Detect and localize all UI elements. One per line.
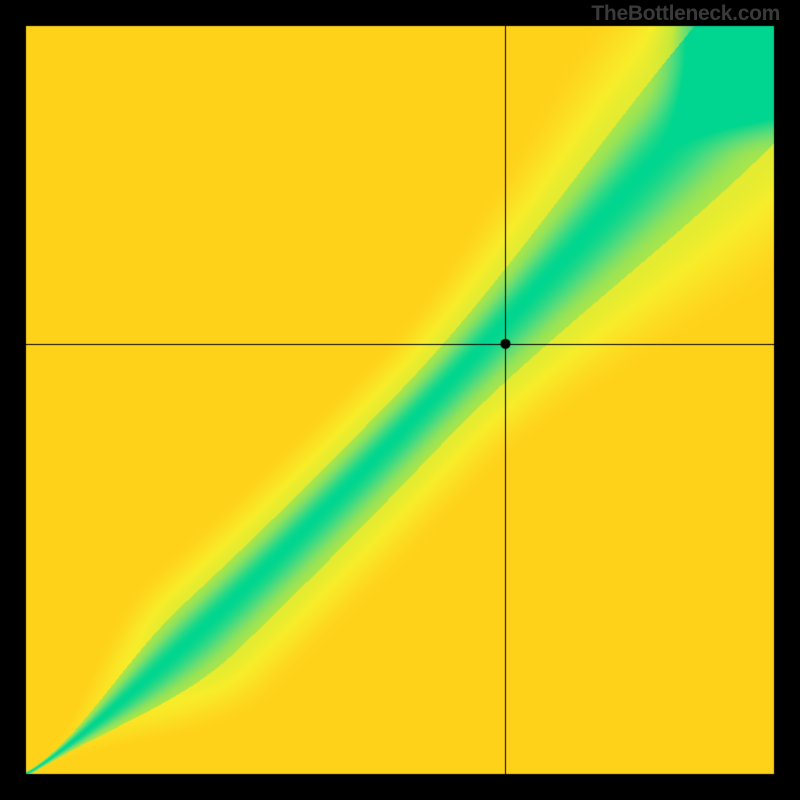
chart-container: TheBottleneck.com <box>0 0 800 800</box>
bottleneck-heatmap <box>0 0 800 800</box>
watermark-text: TheBottleneck.com <box>591 2 780 26</box>
